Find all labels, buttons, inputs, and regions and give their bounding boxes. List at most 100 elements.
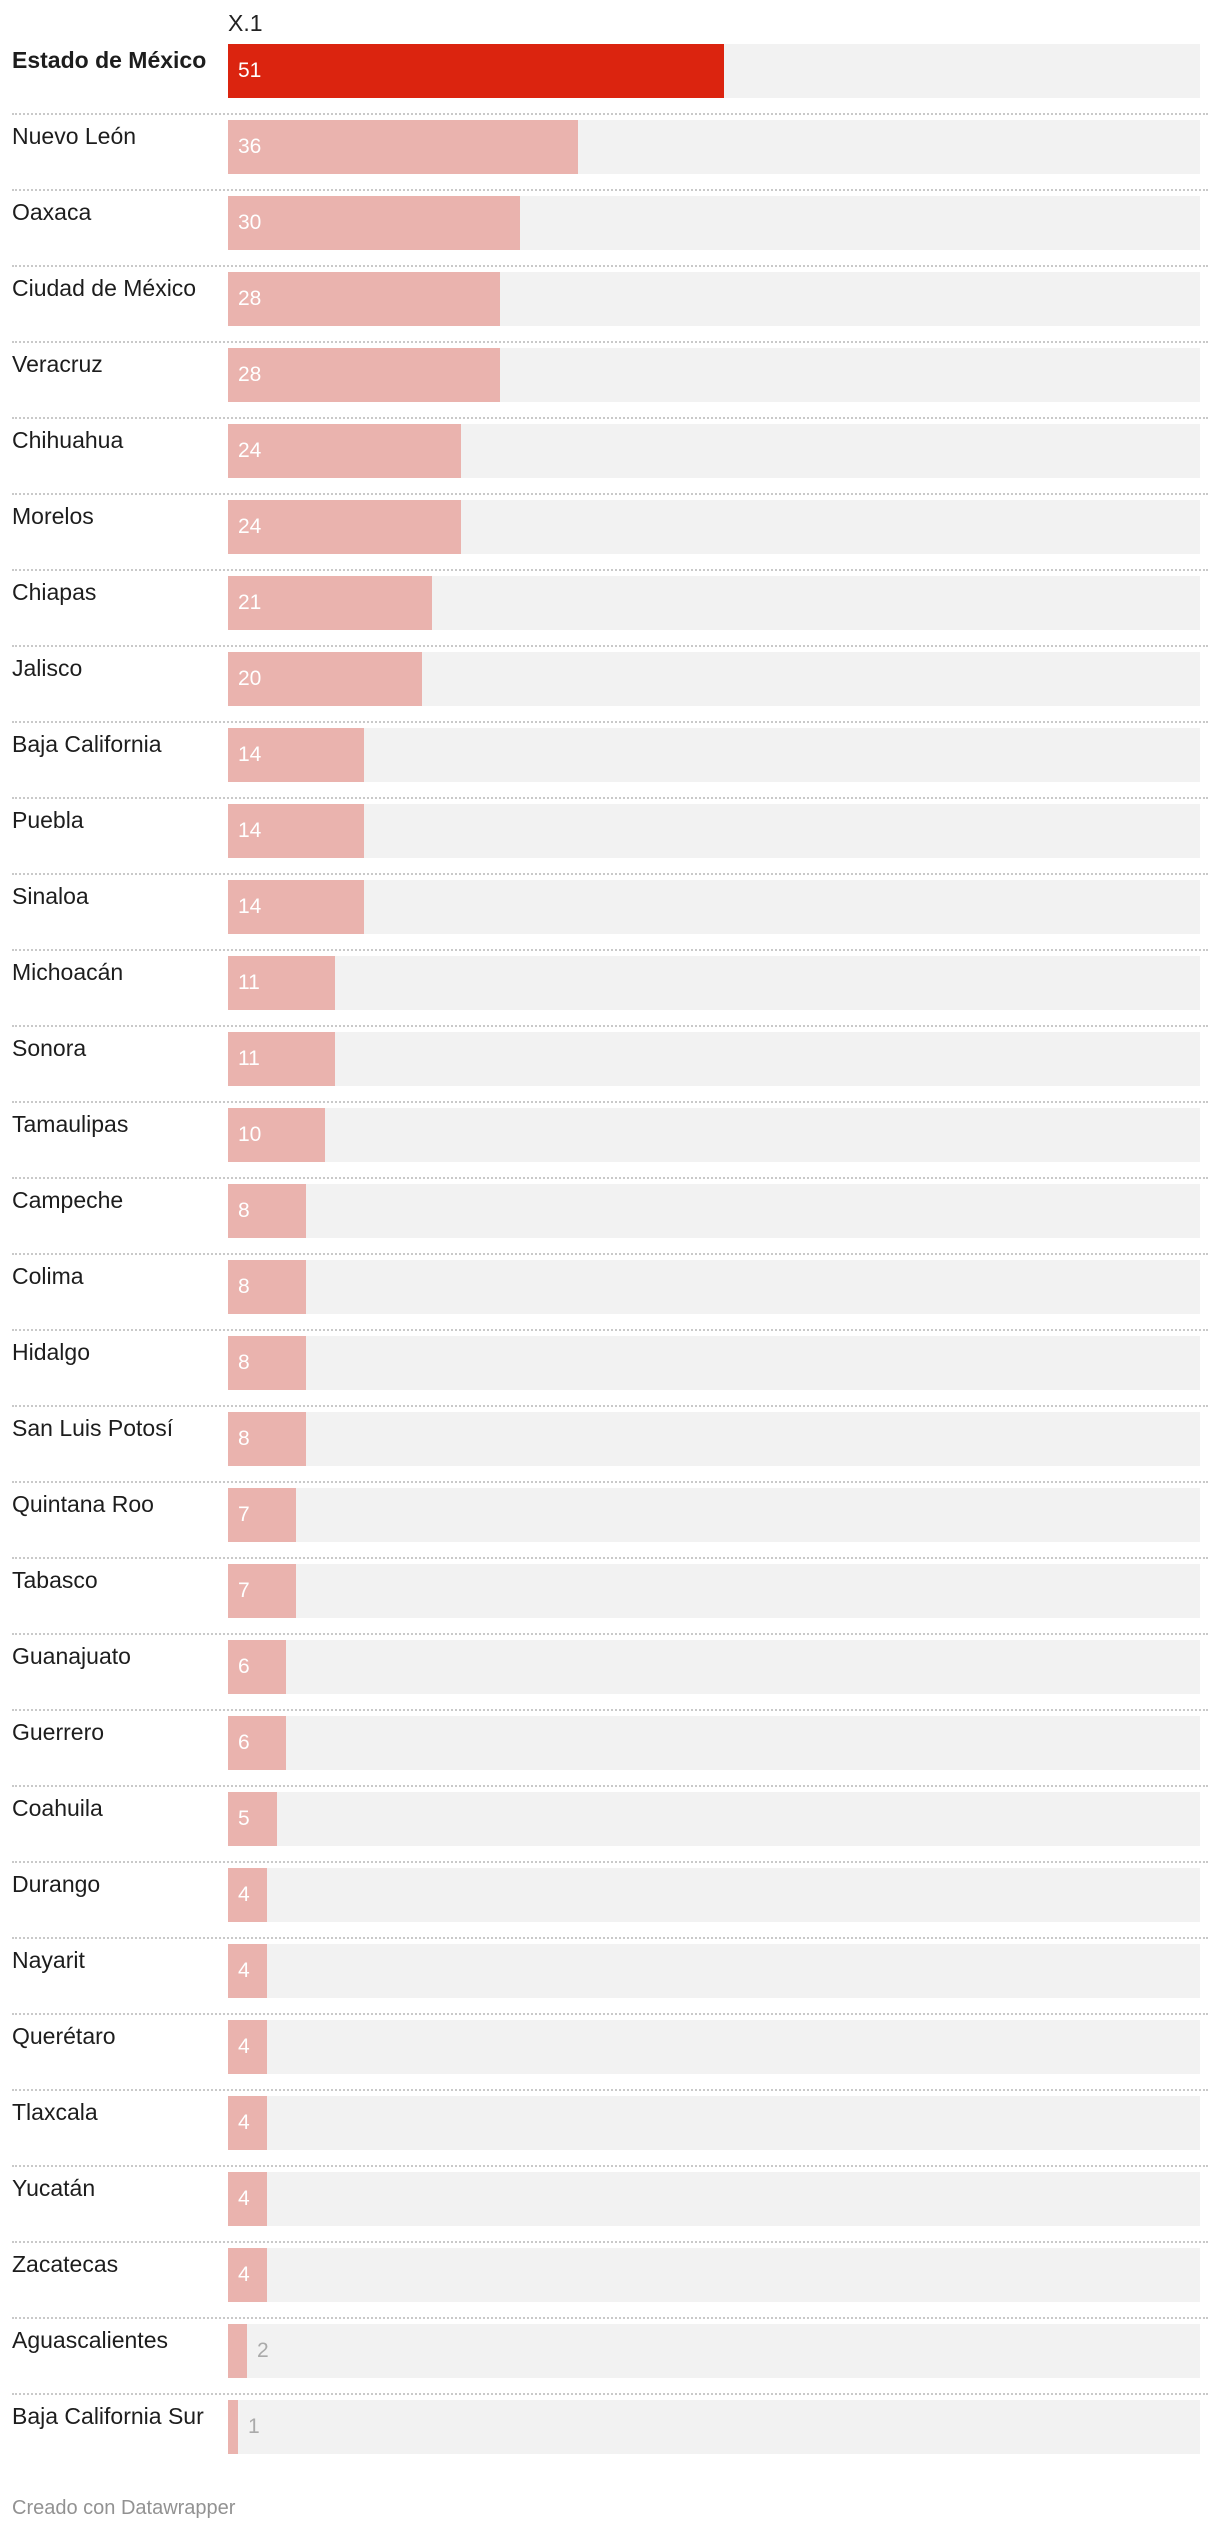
- value-label: 14: [238, 819, 262, 842]
- row-divider: [12, 2013, 1208, 2015]
- value-label: 5: [238, 1807, 250, 1830]
- bar: [228, 2172, 267, 2226]
- row-divider: [12, 1937, 1208, 1939]
- value-label: 30: [238, 211, 262, 234]
- category-label: Yucatán: [12, 2175, 96, 2201]
- category-label: Jalisco: [12, 655, 83, 681]
- row-divider: [12, 1709, 1208, 1711]
- bar-track: 6: [228, 1716, 1200, 1770]
- category-label: Tlaxcala: [12, 2099, 98, 2125]
- row-divider: [12, 873, 1208, 875]
- bar: [228, 348, 500, 402]
- value-label: 14: [238, 895, 262, 918]
- bar-track: 30: [228, 196, 1200, 250]
- category-label: Veracruz: [12, 351, 103, 377]
- category-label: Colima: [12, 1263, 84, 1289]
- value-label: 11: [238, 971, 260, 994]
- value-label: 4: [238, 2111, 250, 2134]
- bar: [228, 424, 461, 478]
- value-label: 4: [238, 2035, 250, 2058]
- bar: [228, 804, 364, 858]
- bar-track: 5: [228, 1792, 1200, 1846]
- bar: [228, 1716, 286, 1770]
- category-label: Nuevo León: [12, 123, 137, 149]
- value-label: 4: [238, 1959, 250, 1982]
- row-divider: [12, 1557, 1208, 1559]
- value-label: 4: [238, 2263, 250, 2286]
- row-divider: [12, 189, 1208, 191]
- value-label: 2: [257, 2339, 269, 2362]
- bar-track: 14: [228, 728, 1200, 782]
- bar-track: 4: [228, 1868, 1200, 1922]
- row-divider: [12, 2241, 1208, 2243]
- bar-track: 4: [228, 2096, 1200, 2150]
- bar: [228, 1184, 306, 1238]
- bar: [228, 1412, 306, 1466]
- value-label: 8: [238, 1199, 250, 1222]
- bar-track: 2: [228, 2324, 1200, 2378]
- row-divider: [12, 1633, 1208, 1635]
- category-label: San Luis Potosí: [12, 1415, 174, 1441]
- bar-row: Tabasco 7: [0, 1542, 1220, 1635]
- category-label: Puebla: [12, 807, 84, 833]
- bar-track: 4: [228, 2020, 1200, 2074]
- bar: [228, 1868, 267, 1922]
- bar-row: Michoacán 11: [0, 934, 1220, 1027]
- value-label: 20: [238, 667, 262, 690]
- category-label: Zacatecas: [12, 2251, 119, 2277]
- column-header: X.1: [228, 10, 263, 36]
- bar-track: 24: [228, 424, 1200, 478]
- row-divider: [12, 265, 1208, 267]
- category-label: Baja California Sur: [12, 2403, 204, 2429]
- value-label: 24: [238, 439, 262, 462]
- bar-row: Guerrero 6: [0, 1694, 1220, 1787]
- row-divider: [12, 1481, 1208, 1483]
- bar-track: 7: [228, 1488, 1200, 1542]
- category-label: Estado de México: [12, 47, 207, 73]
- bar-row: Colima 8: [0, 1238, 1220, 1331]
- bar-row: Hidalgo 8: [0, 1314, 1220, 1407]
- category-label: Oaxaca: [12, 199, 92, 225]
- row-divider: [12, 1785, 1208, 1787]
- bar-row: Tlaxcala 4: [0, 2074, 1220, 2167]
- value-label: 28: [238, 363, 262, 386]
- bar-track: 21: [228, 576, 1200, 630]
- bar-row: Yucatán 4: [0, 2150, 1220, 2243]
- bar-track: 10: [228, 1108, 1200, 1162]
- bar-row: Baja California Sur 1: [0, 2378, 1220, 2454]
- row-divider: [12, 2089, 1208, 2091]
- bar: [228, 728, 364, 782]
- bar-row: Querétaro 4: [0, 1998, 1220, 2091]
- category-label: Morelos: [12, 503, 94, 529]
- bar-row: Morelos 24: [0, 478, 1220, 571]
- bar-row: Baja California 14: [0, 706, 1220, 799]
- row-divider: [12, 1253, 1208, 1255]
- category-label: Nayarit: [12, 1947, 85, 1973]
- bar-track: 7: [228, 1564, 1200, 1618]
- bar-track: 14: [228, 804, 1200, 858]
- category-label: Campeche: [12, 1187, 124, 1213]
- bar-track: 8: [228, 1412, 1200, 1466]
- category-label: Baja California: [12, 731, 162, 757]
- category-label: Michoacán: [12, 959, 124, 985]
- bar-track: 14: [228, 880, 1200, 934]
- bar-row: Sonora 11: [0, 1010, 1220, 1103]
- row-divider: [12, 1025, 1208, 1027]
- value-label: 28: [238, 287, 262, 310]
- bar-row: Ciudad de México 28: [0, 250, 1220, 343]
- bar-row: Guanajuato 6: [0, 1618, 1220, 1711]
- value-label: 24: [238, 515, 262, 538]
- bar-track: 11: [228, 1032, 1200, 1086]
- category-label: Hidalgo: [12, 1339, 90, 1365]
- row-divider: [12, 1101, 1208, 1103]
- bar: [228, 2324, 247, 2378]
- bar: [228, 272, 500, 326]
- category-label: Chihuahua: [12, 427, 124, 453]
- bar-row: Zacatecas 4: [0, 2226, 1220, 2319]
- value-label: 10: [238, 1123, 262, 1146]
- bar: [228, 2400, 238, 2454]
- bar-row: Tamaulipas 10: [0, 1086, 1220, 1179]
- category-label: Sonora: [12, 1035, 87, 1061]
- bar-row: Aguascalientes 2: [0, 2302, 1220, 2395]
